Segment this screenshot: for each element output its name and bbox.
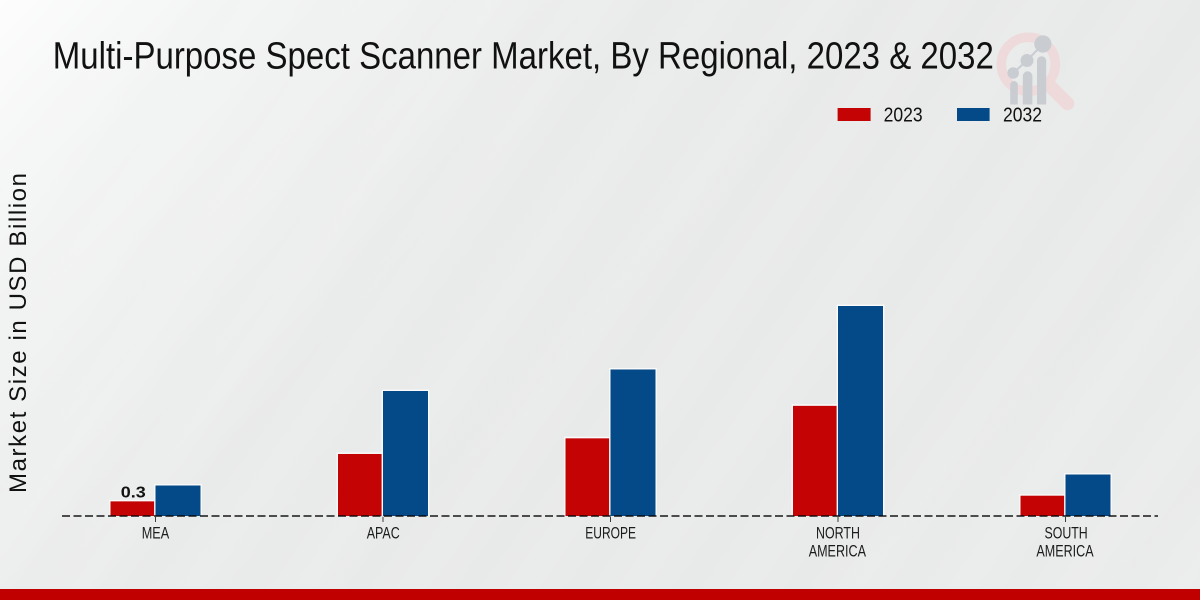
- svg-text:AMERICA: AMERICA: [1036, 543, 1093, 561]
- svg-text:APAC: APAC: [367, 524, 400, 542]
- svg-text:Multi-Purpose Spect Scanner Ma: Multi-Purpose Spect Scanner Market, By R…: [53, 36, 994, 78]
- svg-text:2032: 2032: [1003, 105, 1042, 127]
- svg-text:2023: 2023: [884, 105, 923, 127]
- svg-text:Market Size in USD Billion: Market Size in USD Billion: [5, 173, 32, 493]
- svg-text:NORTH: NORTH: [816, 524, 860, 542]
- svg-text:MEA: MEA: [142, 524, 170, 542]
- svg-text:0.3: 0.3: [121, 485, 146, 502]
- svg-text:EUROPE: EUROPE: [585, 524, 636, 542]
- svg-text:SOUTH: SOUTH: [1045, 524, 1088, 542]
- svg-text:AMERICA: AMERICA: [809, 543, 866, 561]
